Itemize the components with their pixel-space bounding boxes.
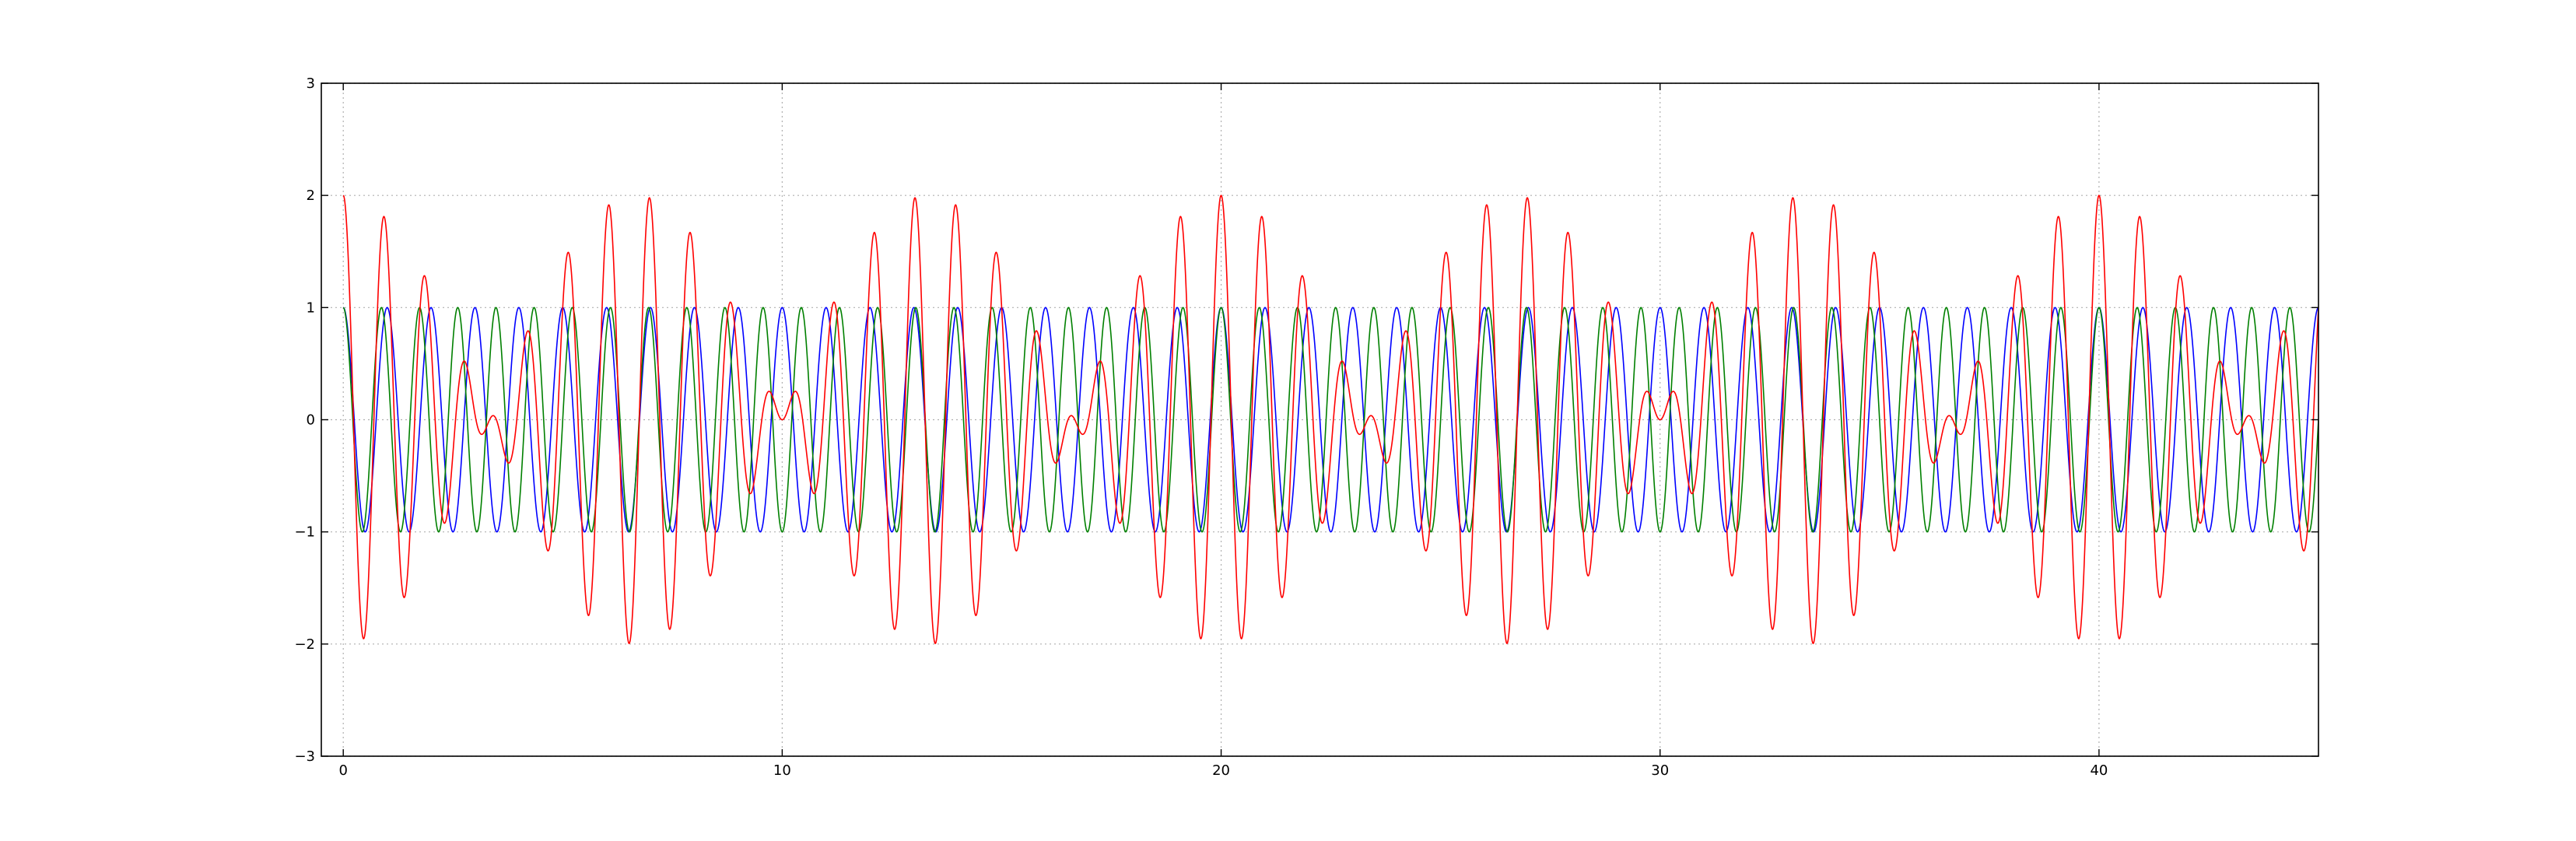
y-tick-label: −1 bbox=[294, 524, 315, 541]
y-tick-label: −2 bbox=[294, 636, 315, 653]
y-tick-label: 1 bbox=[307, 300, 315, 316]
y-tick-label: −3 bbox=[294, 748, 315, 765]
series-group bbox=[342, 194, 2318, 644]
x-tick-label: 20 bbox=[1212, 762, 1230, 779]
y-tick-label: 2 bbox=[307, 187, 315, 204]
y-tick-label: 0 bbox=[307, 412, 315, 429]
x-tick-label: 0 bbox=[338, 762, 347, 779]
x-tick-label: 10 bbox=[773, 762, 791, 779]
x-tick-label: 40 bbox=[2090, 762, 2108, 779]
y-tick-label: 3 bbox=[307, 75, 315, 92]
x-tick-label: 30 bbox=[1651, 762, 1669, 779]
series-red-line bbox=[342, 194, 2318, 644]
series-blue-line bbox=[342, 307, 2318, 533]
series-green-line bbox=[342, 307, 2318, 533]
